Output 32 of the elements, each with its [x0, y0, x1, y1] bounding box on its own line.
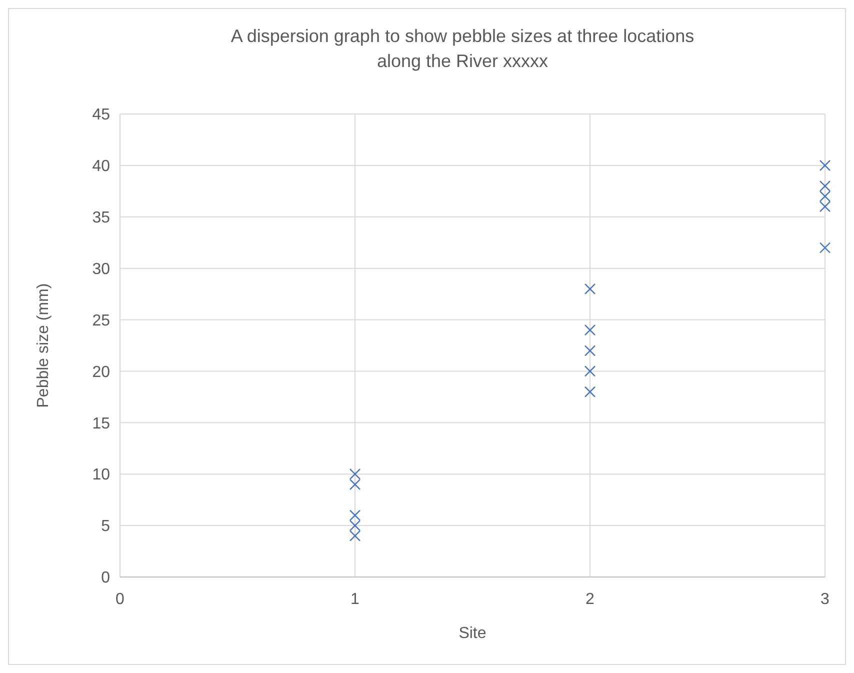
point: [349, 530, 361, 542]
chart-title: A dispersion graph to show pebble sizes at three locations along the River xxxxx: [230, 26, 694, 71]
point: [584, 366, 596, 377]
y-tick-label: 10: [92, 466, 110, 484]
y-tick-label: 45: [92, 106, 110, 124]
x-tick-label: 1: [350, 591, 360, 608]
point: [349, 510, 361, 521]
y-tick-label: 15: [92, 415, 110, 432]
point: [349, 468, 361, 480]
point: [584, 324, 596, 336]
y-tick-label: 35: [92, 209, 110, 226]
x-tick-label: 3: [820, 591, 830, 608]
y-tick-label: 0: [101, 570, 110, 587]
point: [819, 201, 831, 212]
y-tick-label: 5: [101, 518, 110, 536]
point: [819, 180, 831, 192]
x-tick-label: 0: [116, 591, 125, 608]
point: [584, 345, 596, 356]
x-tick-label: 2: [586, 591, 595, 608]
point: [584, 386, 596, 398]
y-tick-label: 40: [92, 158, 110, 176]
point: [349, 520, 361, 532]
point: [819, 190, 831, 202]
point: [584, 283, 596, 295]
point: [819, 242, 831, 254]
y-tick-label: 30: [92, 260, 110, 278]
y-tick-label: 20: [92, 364, 110, 381]
point: [819, 160, 831, 172]
y-axis-title: Pebble size (mm): [35, 283, 52, 408]
x-axis-title: Site: [458, 625, 486, 642]
y-tick-label: 25: [92, 312, 110, 330]
point: [349, 478, 361, 490]
